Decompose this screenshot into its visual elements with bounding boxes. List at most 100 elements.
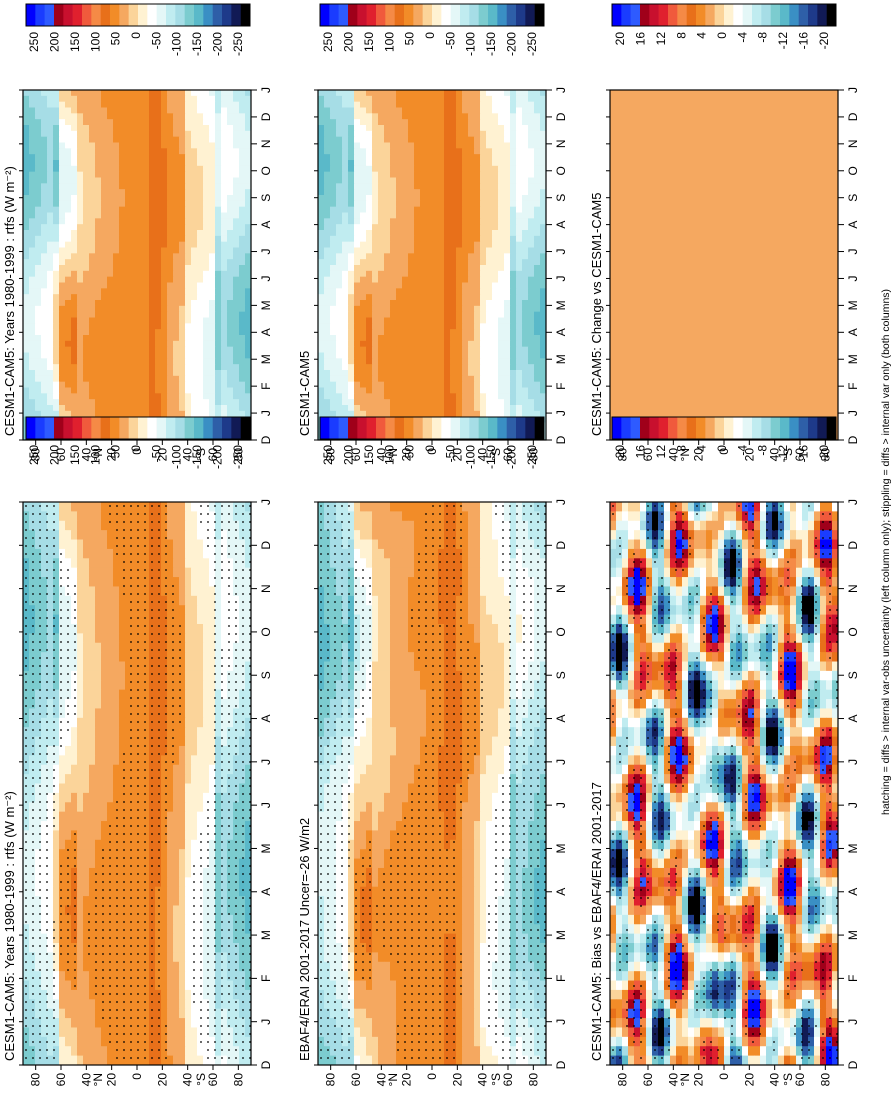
colorbar-swatch xyxy=(761,4,771,26)
heatmap-cell xyxy=(155,317,162,324)
heatmap-cell xyxy=(227,311,234,318)
heatmap-cell xyxy=(438,305,445,313)
colorbar-swatch xyxy=(203,4,213,26)
heatmap-cell xyxy=(215,270,222,278)
colorbar-tick-label: -250 xyxy=(231,32,245,56)
heatmap-cell xyxy=(790,95,797,103)
heatmap-cell xyxy=(167,171,174,178)
heatmap-cell xyxy=(47,101,54,108)
heatmap-cell xyxy=(372,375,379,383)
heatmap-cell xyxy=(89,230,96,237)
heatmap-cell xyxy=(227,160,234,167)
heatmap-cell xyxy=(396,224,403,231)
heatmap-cell xyxy=(438,230,445,237)
heatmap-cell xyxy=(185,352,192,359)
heatmap-cell xyxy=(119,300,126,307)
heatmap-cell xyxy=(402,259,409,266)
heatmap-cell xyxy=(348,335,355,342)
heatmap-cell xyxy=(245,335,252,342)
heatmap-cell xyxy=(23,224,30,231)
heatmap-cell xyxy=(197,90,204,97)
heatmap-cell xyxy=(504,259,511,266)
heatmap-cell xyxy=(456,206,463,213)
heatmap-cell xyxy=(408,405,415,412)
heatmap-cell xyxy=(167,165,174,173)
heatmap-cell xyxy=(155,206,162,213)
heatmap-cell xyxy=(59,195,66,202)
heatmap-cell xyxy=(53,358,60,365)
heatmap-cell xyxy=(790,101,797,108)
heatmap-cell xyxy=(137,282,144,289)
heatmap-cell xyxy=(420,101,427,108)
heatmap-cell xyxy=(330,165,337,173)
heatmap-cell xyxy=(233,346,240,353)
heatmap-cell xyxy=(390,323,397,330)
heatmap-cell xyxy=(354,387,361,394)
heatmap-cell xyxy=(318,206,325,213)
heatmap-cell xyxy=(408,235,415,243)
heatmap-cell xyxy=(185,265,192,272)
heatmap-cell xyxy=(534,101,541,108)
heatmap-cell xyxy=(450,212,457,219)
heatmap-cell xyxy=(119,142,126,149)
heatmap-cell xyxy=(29,230,36,237)
heatmap-cell xyxy=(137,107,144,114)
heatmap-cell xyxy=(348,107,355,114)
heatmap-cell xyxy=(516,142,523,149)
heatmap-cell xyxy=(396,276,403,283)
heatmap-cell xyxy=(414,375,421,383)
heatmap-cell xyxy=(107,142,114,149)
heatmap-cell xyxy=(47,119,54,126)
heatmap-cell xyxy=(191,136,198,143)
heatmap-cell xyxy=(516,399,523,406)
heatmap-cell xyxy=(366,300,373,307)
heatmap-cell xyxy=(504,340,511,348)
heatmap-cell xyxy=(462,346,469,353)
heatmap-cell xyxy=(336,212,343,219)
heatmap-cell xyxy=(77,125,84,132)
heatmap-cell xyxy=(161,399,168,406)
heatmap-cell xyxy=(179,253,186,260)
heatmap-cell xyxy=(161,346,168,353)
colorbar-swatch xyxy=(212,4,223,26)
heatmap-cell xyxy=(384,235,391,243)
heatmap-cell xyxy=(227,276,234,283)
heatmap-cell xyxy=(149,230,156,237)
heatmap-cell xyxy=(354,265,361,272)
heatmap-cell xyxy=(540,387,547,394)
heatmap-cell xyxy=(113,288,120,295)
heatmap-cell xyxy=(474,171,481,178)
heatmap-cell xyxy=(179,212,186,219)
heatmap-cell xyxy=(77,136,84,143)
heatmap-cell xyxy=(354,130,361,138)
heatmap-cell xyxy=(65,200,72,208)
heatmap-cell xyxy=(23,90,30,97)
heatmap-cell xyxy=(77,177,84,184)
heatmap-cell xyxy=(414,358,421,365)
heatmap-cell xyxy=(65,375,72,383)
heatmap-cell xyxy=(360,101,367,108)
heatmap-cell xyxy=(534,282,541,289)
heatmap-cell xyxy=(432,253,439,260)
heatmap-cell xyxy=(137,119,144,126)
heatmap-cell xyxy=(366,329,373,336)
heatmap-cell xyxy=(245,160,252,167)
heatmap-cell xyxy=(378,107,385,114)
heatmap-cell xyxy=(360,340,367,348)
heatmap-cell xyxy=(486,148,493,155)
heatmap-cell xyxy=(107,352,114,359)
heatmap-cell xyxy=(29,393,36,400)
heatmap-cell xyxy=(185,224,192,231)
heatmap-cell xyxy=(456,410,463,418)
heatmap-cell xyxy=(522,241,529,248)
heatmap-cell xyxy=(408,387,415,394)
heatmap-cell xyxy=(233,294,240,301)
heatmap-cell xyxy=(718,95,725,103)
heatmap-cell xyxy=(197,288,204,295)
heatmap-cell xyxy=(83,165,90,173)
heatmap-cell xyxy=(402,189,409,196)
heatmap-cell xyxy=(29,212,36,219)
heatmap-cell xyxy=(179,125,186,132)
heatmap-cell xyxy=(486,259,493,266)
heatmap-cell xyxy=(35,317,42,324)
